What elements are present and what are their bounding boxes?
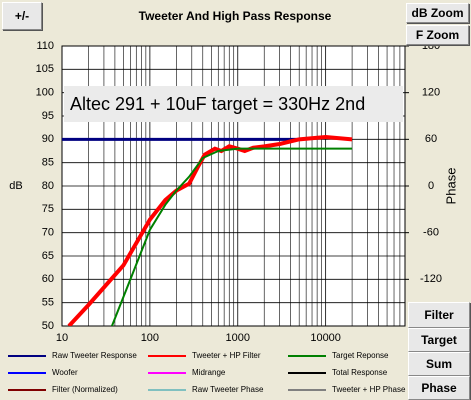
- y2-tick-label: 0: [428, 180, 434, 192]
- y-tick-label: 75: [42, 203, 54, 215]
- button[interactable]: Filter: [408, 302, 470, 328]
- y-tick-label: 55: [42, 297, 54, 309]
- y-tick-label: 110: [36, 40, 54, 52]
- y-tick-label: 70: [42, 227, 54, 239]
- y-tick-label: 80: [42, 180, 54, 192]
- y-tick-label: 50: [42, 320, 54, 332]
- series-line: [67, 134, 353, 326]
- annotation-box: [64, 86, 403, 122]
- legend-label: Raw Tweeter Response: [52, 351, 137, 360]
- y-tick-label: 100: [36, 87, 54, 99]
- legend-label: Tweeter + HP Filter: [192, 351, 261, 360]
- button[interactable]: Phase: [408, 376, 470, 400]
- y-tick-label: 95: [42, 110, 54, 122]
- x-tick-label: 1000: [226, 332, 250, 344]
- button[interactable]: F Zoom: [406, 25, 469, 45]
- x-tick-label: 10: [56, 332, 68, 344]
- y-tick-label: 85: [42, 157, 54, 169]
- y-tick-label: 105: [36, 63, 54, 75]
- legend-label: Tweeter + HP Phase: [332, 385, 406, 394]
- y2-tick-label: 60: [425, 133, 437, 145]
- x-tick-label: 10000: [310, 332, 341, 344]
- button[interactable]: Sum: [408, 352, 470, 376]
- y-tick-label: 90: [42, 133, 54, 145]
- legend-label: Raw Tweeter Phase: [192, 385, 264, 394]
- legend-label: Midrange: [192, 368, 226, 377]
- y2-axis-label: Phase: [443, 168, 458, 205]
- y2-tick-label: 120: [422, 87, 440, 99]
- legend-label: Filter (Normalized): [52, 385, 118, 394]
- y-axis-label: dB: [9, 180, 22, 192]
- legend-label: Total Response: [332, 368, 388, 377]
- button[interactable]: dB Zoom: [406, 3, 469, 23]
- y-tick-label: 65: [42, 250, 54, 262]
- button[interactable]: +/-: [2, 2, 42, 30]
- series-line: [111, 147, 353, 326]
- annotation: Altec 291 + 10uF target = 330Hz 2nd: [70, 94, 365, 114]
- y-tick-label: 60: [42, 273, 54, 285]
- x-tick-label: 100: [141, 332, 159, 344]
- legend-label: Woofer: [52, 368, 78, 377]
- y2-tick-label: -120: [420, 273, 442, 285]
- button[interactable]: Target: [408, 328, 470, 352]
- legend-label: Target Reponse: [332, 351, 389, 360]
- y2-tick-label: -60: [423, 227, 439, 239]
- chart-title: Tweeter And High Pass Response: [139, 9, 332, 23]
